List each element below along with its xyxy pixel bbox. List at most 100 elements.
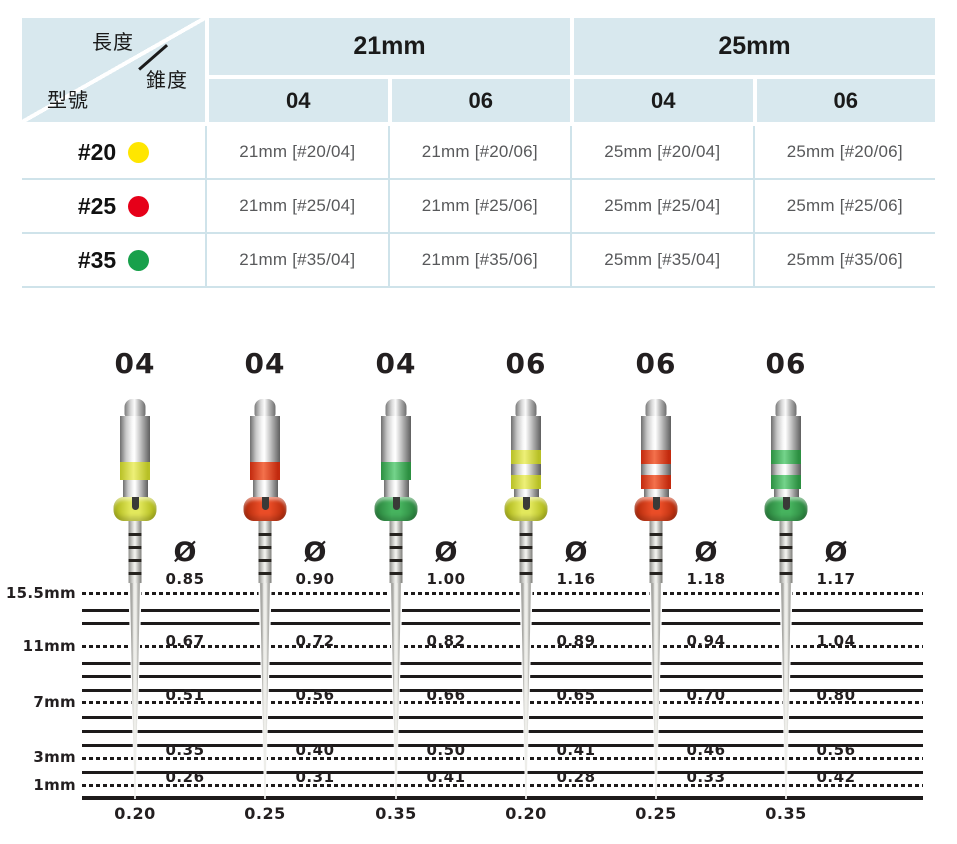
file-06-yellow: 06 Ø 1.16 0.89 0.65 0.41 0.28 0.20: [476, 345, 636, 825]
diameter-value: 0.46: [686, 741, 726, 759]
file-handle: [381, 416, 411, 498]
taper-label: 06: [765, 347, 807, 380]
file-needle: [390, 583, 402, 798]
ruler-line: [82, 771, 923, 774]
tip-size-label: 0.35: [765, 804, 807, 823]
spec-cell: 25mm [#25/04]: [570, 180, 753, 234]
taper-band: [641, 450, 671, 464]
color-collar: [634, 497, 678, 521]
handle-metal: [252, 480, 278, 498]
diameter-value: 0.33: [686, 768, 726, 786]
handle-metal: [122, 480, 148, 498]
diameter-value: 0.82: [426, 632, 466, 650]
diameter-value: 0.67: [165, 632, 205, 650]
file-needle: [650, 583, 662, 798]
file-knob: [515, 399, 537, 417]
header-taper-06b: 06: [756, 79, 935, 122]
file-knob: [254, 399, 276, 417]
spec-cell: 21mm [#20/04]: [205, 126, 388, 180]
file-handle: [641, 416, 671, 498]
spec-cell: 21mm [#35/06]: [387, 234, 570, 288]
taper-band: [511, 475, 541, 489]
handle-metal: [643, 489, 669, 498]
file-handle: [511, 416, 541, 498]
ruler-line: [82, 744, 923, 747]
tip-size-label: 0.25: [635, 804, 677, 823]
handle-metal: [641, 464, 671, 475]
header-taper-06: 06: [391, 79, 570, 122]
diameter-value: 0.72: [295, 632, 335, 650]
diameter-symbol: Ø: [434, 537, 458, 568]
spec-cell: 21mm [#20/06]: [387, 126, 570, 180]
color-dot-red: [128, 195, 150, 217]
handle-metal: [771, 464, 801, 475]
ruler-line-7mm: [82, 701, 923, 704]
diameter-value: 0.85: [165, 570, 205, 588]
diameter-value: 0.70: [686, 686, 726, 704]
ruler-label-7mm: 7mm: [33, 693, 76, 711]
file-knob: [385, 399, 407, 417]
collar-notch: [782, 497, 790, 510]
ruler-line-3mm: [82, 757, 923, 760]
spec-cell: 21mm [#25/06]: [387, 180, 570, 234]
tip-size-label: 0.35: [375, 804, 417, 823]
diameter-value: 0.90: [295, 570, 335, 588]
diameter-value: 0.94: [686, 632, 726, 650]
diameter-symbol: Ø: [824, 537, 848, 568]
handle-metal: [641, 416, 671, 450]
collar-notch: [392, 497, 400, 510]
diameter-value: 0.26: [165, 768, 205, 786]
diameter-value: 0.28: [556, 768, 596, 786]
ruler-line: [82, 622, 923, 625]
color-collar: [764, 497, 808, 521]
diameter-symbol: Ø: [303, 537, 327, 568]
file-shaft: [128, 521, 142, 585]
taper-label: 04: [244, 347, 286, 380]
taper-band: [250, 462, 280, 480]
taper-label: 06: [635, 347, 677, 380]
diameter-value: 0.31: [295, 768, 335, 786]
header-taper-04b: 04: [574, 79, 753, 122]
file-knob: [645, 399, 667, 417]
diameter-value: 0.56: [816, 741, 856, 759]
spec-cell: 25mm [#25/06]: [752, 180, 935, 234]
ruler-line: [82, 662, 923, 665]
file-needle: [259, 583, 271, 798]
handle-metal: [120, 416, 150, 462]
ruler-line-15-5mm: [82, 592, 923, 595]
taper-label: 04: [114, 347, 156, 380]
diameter-value: 0.89: [556, 632, 596, 650]
color-collar: [243, 497, 287, 521]
diameter-value: 0.56: [295, 686, 335, 704]
ruler-line: [82, 689, 923, 692]
diameter-value: 0.80: [816, 686, 856, 704]
file-04-green: 04 Ø 1.00 0.82 0.66 0.50 0.41 0.35: [346, 345, 506, 825]
diameter-value: 0.40: [295, 741, 335, 759]
taper-band: [381, 462, 411, 480]
handle-metal: [773, 489, 799, 498]
file-04-red: 04 Ø 0.90 0.72 0.56 0.40 0.31 0.25: [215, 345, 375, 825]
ruler-label-3mm: 3mm: [33, 748, 76, 766]
tip-size-label: 0.25: [244, 804, 286, 823]
file-06-red: 06 Ø 1.18 0.94 0.70 0.46 0.33 0.25: [606, 345, 766, 825]
ruler-label-11mm: 11mm: [22, 637, 76, 655]
color-dot-yellow: [128, 141, 150, 163]
file-needle: [780, 583, 792, 798]
file-knob: [124, 399, 146, 417]
handle-metal: [511, 416, 541, 450]
spec-cell: 25mm [#35/06]: [752, 234, 935, 288]
diameter-value: 1.18: [686, 570, 726, 588]
model-cell: #35: [22, 234, 205, 288]
diameter-value: 0.41: [556, 741, 596, 759]
collar-notch: [261, 497, 269, 510]
tip-size-label: 0.20: [505, 804, 547, 823]
file-needle: [129, 583, 141, 798]
file-handle: [120, 416, 150, 498]
ruler-line-11mm: [82, 645, 923, 648]
ruler-label-1mm: 1mm: [33, 776, 76, 794]
diameter-symbol: Ø: [173, 537, 197, 568]
spec-cell: 21mm [#25/04]: [205, 180, 388, 234]
diameter-value: 0.50: [426, 741, 466, 759]
